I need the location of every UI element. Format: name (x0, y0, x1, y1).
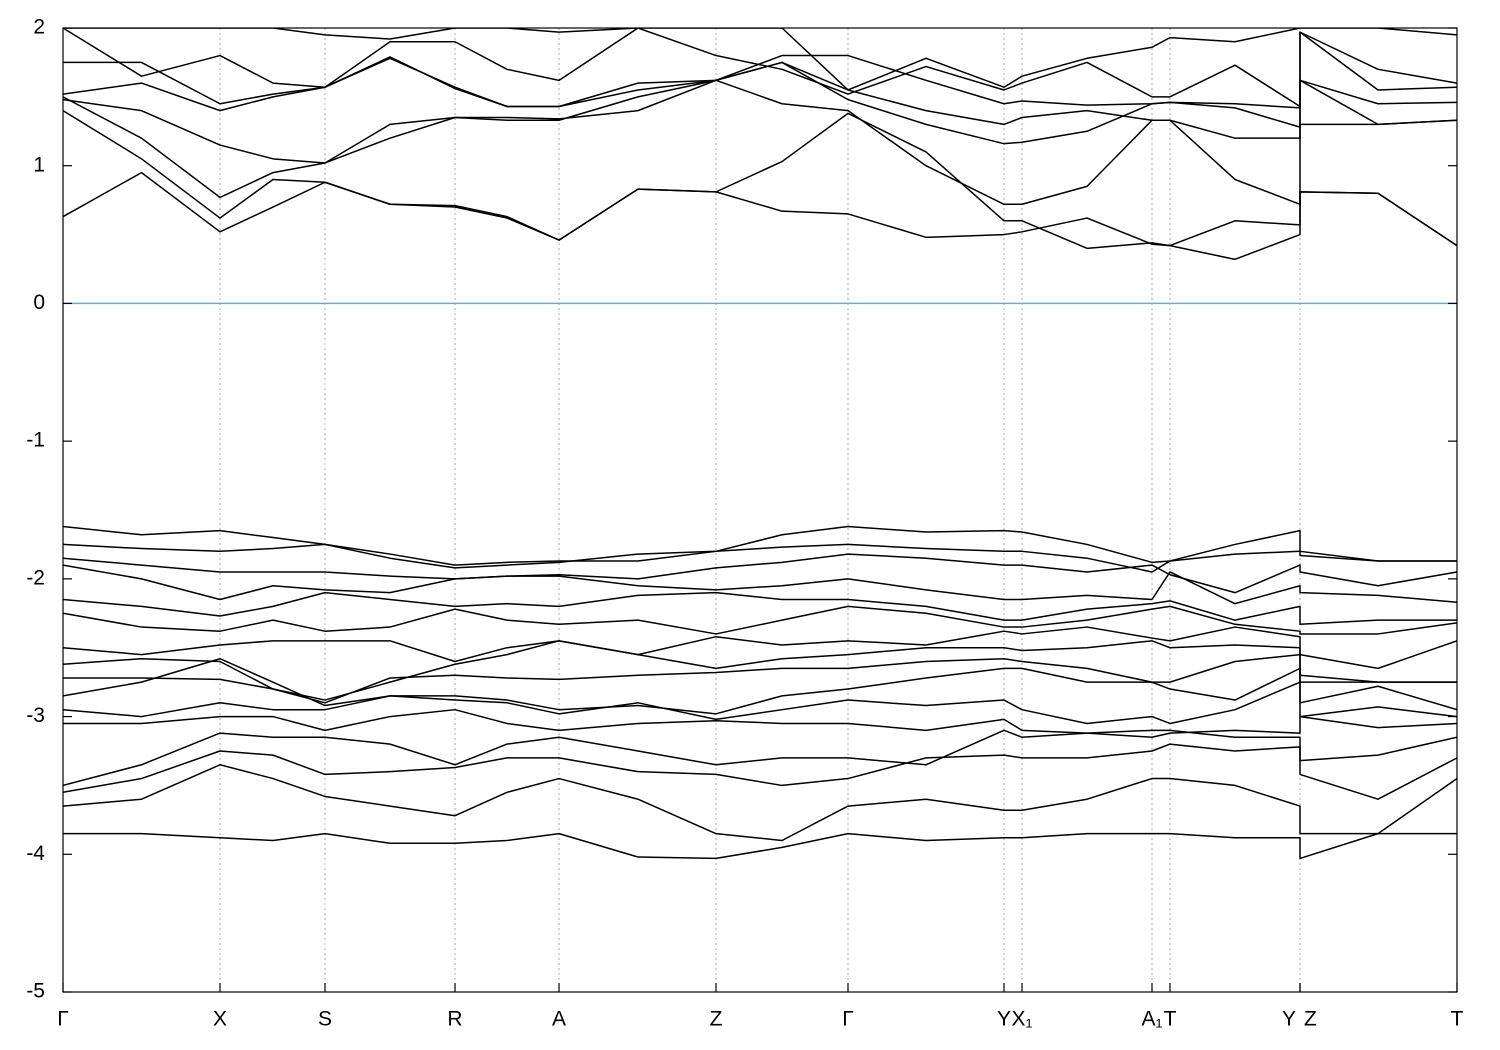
x-tick-label: Γ (57, 1008, 69, 1031)
band-line (63, 653, 1457, 704)
band-line (63, 79, 1457, 206)
x-tick-label: Z (1304, 1008, 1317, 1031)
band-line (63, 626, 1457, 670)
band-line (63, 553, 1457, 594)
x-tick-label: Y (1282, 1008, 1296, 1031)
band-line (63, 543, 1457, 573)
x-tick-label: Γ (842, 1008, 854, 1031)
band-line (63, 28, 1457, 91)
band-line (63, 729, 1457, 787)
y-tick-label: 2 (33, 16, 45, 39)
band-line (63, 591, 1457, 626)
band-line (63, 657, 1457, 715)
bands (63, 28, 1457, 860)
x-tick-label: X (213, 1008, 227, 1031)
band-line (63, 640, 1457, 701)
band-line (63, 31, 1457, 109)
y-tick-label: -2 (26, 566, 45, 589)
x-tick-label: Z (710, 1008, 723, 1031)
y-tick-label: 1 (33, 153, 45, 176)
band-line (63, 61, 1457, 164)
band-line (63, 764, 1457, 842)
ticks: 210-1-2-3-4-5Γ X S R A Z Γ Y X₁ A₁ T Y Z T (26, 16, 1463, 1031)
band-line (63, 525, 1457, 566)
y-tick-label: -5 (26, 980, 45, 1003)
band-line (63, 109, 1457, 250)
band-line (63, 28, 1457, 108)
x-tick-label: T (1164, 1008, 1177, 1031)
x-tick-label: T (1451, 1008, 1464, 1031)
x-tick-label: A₁ (1141, 1008, 1162, 1031)
x-tick-label: R (447, 1008, 462, 1031)
y-tick-label: 0 (33, 291, 45, 314)
grid (219, 28, 1301, 992)
y-tick-label: -1 (26, 429, 45, 452)
band-line (63, 832, 1457, 860)
x-tick-label: S (318, 1008, 332, 1031)
band-line (63, 743, 1457, 800)
y-tick-label: -4 (26, 842, 45, 865)
x-tick-label: X₁ (1011, 1008, 1032, 1031)
band-line (63, 605, 1457, 635)
x-tick-label: A (552, 1008, 566, 1031)
band-line (63, 681, 1457, 725)
band-line (63, 564, 1457, 605)
plot-frame (62, 27, 1458, 993)
x-tick-label: Y (997, 1008, 1011, 1031)
y-tick-label: -3 (26, 704, 45, 727)
band-line (63, 708, 1457, 738)
band-line (63, 171, 1457, 261)
